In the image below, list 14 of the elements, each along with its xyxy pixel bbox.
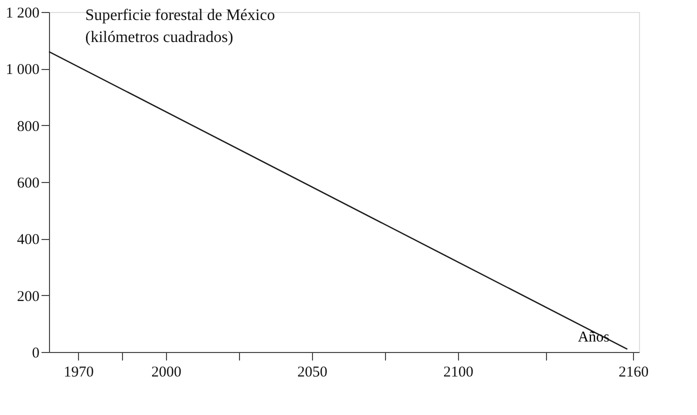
y-tick-label: 1 200	[6, 6, 40, 22]
x-tick-label: 2050	[297, 364, 328, 380]
y-tick-label: 0	[32, 346, 40, 362]
x-tick-label: 2100	[443, 364, 474, 380]
y-tick-label: 200	[17, 288, 40, 305]
x-tick-label: 2000	[151, 364, 182, 380]
y-tick-label: 1 000	[6, 62, 40, 78]
y-tick-label: 600	[17, 176, 40, 192]
y-tick-label: 800	[17, 118, 40, 135]
text: (kilómetros cuadrados)	[85, 29, 234, 46]
y-tick-label: 400	[17, 232, 40, 248]
chart-title: Superficie forestal de México	[85, 7, 275, 24]
x-tick-label: 1970	[64, 364, 94, 380]
x-tick-label: 2160	[618, 364, 649, 380]
